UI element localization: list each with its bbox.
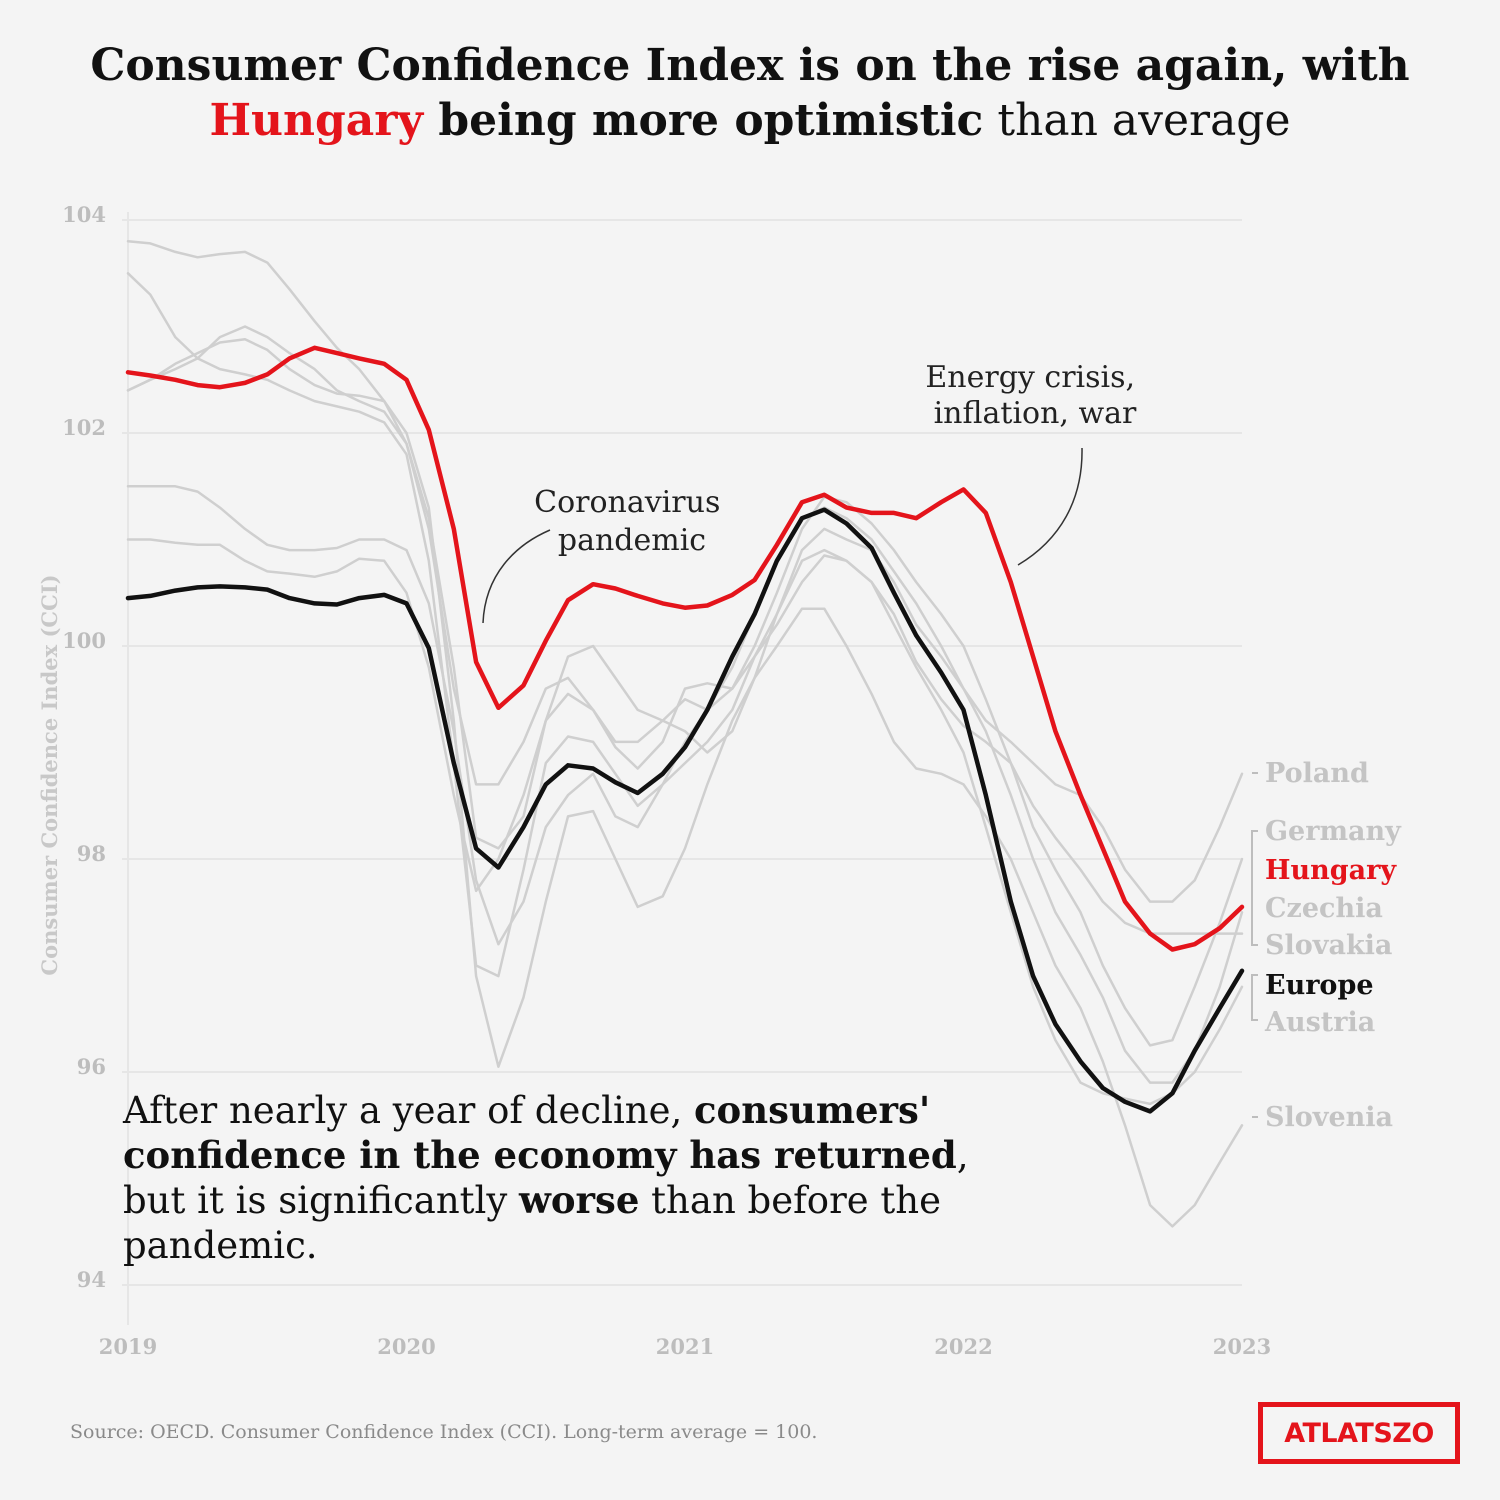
series-lines [125,240,1245,1228]
logo-text: ATLATSZO [1284,1417,1434,1449]
series-label-poland: Poland [1265,758,1369,789]
source-note: Source: OECD. Consumer Confidence Index … [70,1421,818,1443]
covid-annotation: Coronavirus pandemic [534,485,730,558]
series-label-slovenia: Slovenia [1265,1102,1393,1133]
series-line-germany [126,240,1244,1047]
series-line-austria [126,272,1244,1106]
title-highlight: Hungary [209,95,424,146]
series-line-europe [125,507,1245,1114]
energy-annotation-arrow [1017,447,1083,566]
y-tick-label: 104 [62,202,106,227]
x-tick-label: 2023 [1213,1334,1271,1359]
energy-annotation: Energy crisis, inflation, war [925,360,1144,431]
series-label-czechia: Czechia [1265,893,1383,924]
series-labels: Poland Germany Czechia Slovakia Austria Slove… [1251,758,1402,1133]
series-label-slovakia: Slovakia [1265,930,1392,961]
covid-annotation-arrow [482,529,551,624]
series-line-hungary [125,345,1245,952]
y-tick-label: 100 [62,628,106,653]
x-tick-label: 2019 [99,1334,157,1359]
label-bracket [1251,830,1258,946]
callout-text-1: After nearly a year of decline, [123,1089,695,1132]
callout-text-2: , but it is significantly [123,1134,969,1222]
y-tick-label: 102 [62,415,106,440]
y-axis-label: Consumer Confidence Index (CCI) [37,574,62,975]
y-tick-label: 96 [77,1054,106,1079]
title-line2-bold: being more optimistic [423,95,984,146]
x-tick-label: 2021 [656,1334,714,1359]
series-label-europe: Europe [1265,970,1374,1001]
summary-callout: After nearly a year of decline, consumer… [123,1088,1033,1268]
series-line-poland [126,485,1244,946]
y-tick-label: 98 [77,841,106,866]
series-label-germany: Germany [1265,816,1402,847]
y-tick-label: 94 [77,1267,106,1292]
series-label-austria: Austria [1264,1007,1375,1038]
label-bracket [1251,974,1258,1021]
covid-annotation-line2: pandemic [558,523,706,558]
series-label-hungary: Hungary [1265,855,1397,886]
grid-lines [122,212,1242,1325]
x-tick-label: 2020 [377,1334,435,1359]
series-line-czechia [126,325,1244,1084]
chart-title: Consumer Confidence Index is on the rise… [0,38,1500,148]
x-axis: 2019 2020 2021 2022 2023 [99,1334,1271,1359]
energy-annotation-line2: inflation, war [934,396,1137,431]
callout-text-3: than before the pandemic. [123,1179,942,1267]
series-line-slovenia [126,338,1244,1228]
x-tick-label: 2022 [934,1334,992,1359]
energy-annotation-line1: Energy crisis, [925,360,1135,395]
callout-bold-2: worse [519,1178,640,1222]
title-line1: Consumer Confidence Index is on the rise… [90,40,1410,91]
atlatszo-logo[interactable]: ATLATSZO [1258,1402,1460,1464]
y-axis: 94 96 98 100 102 104 [62,202,106,1292]
covid-annotation-line1: Coronavirus [534,485,720,520]
callout-bold-1: consumers' confidence in the economy has… [123,1088,957,1177]
title-line2-rest: than average [983,95,1291,146]
series-line-slovakia [126,538,1244,935]
